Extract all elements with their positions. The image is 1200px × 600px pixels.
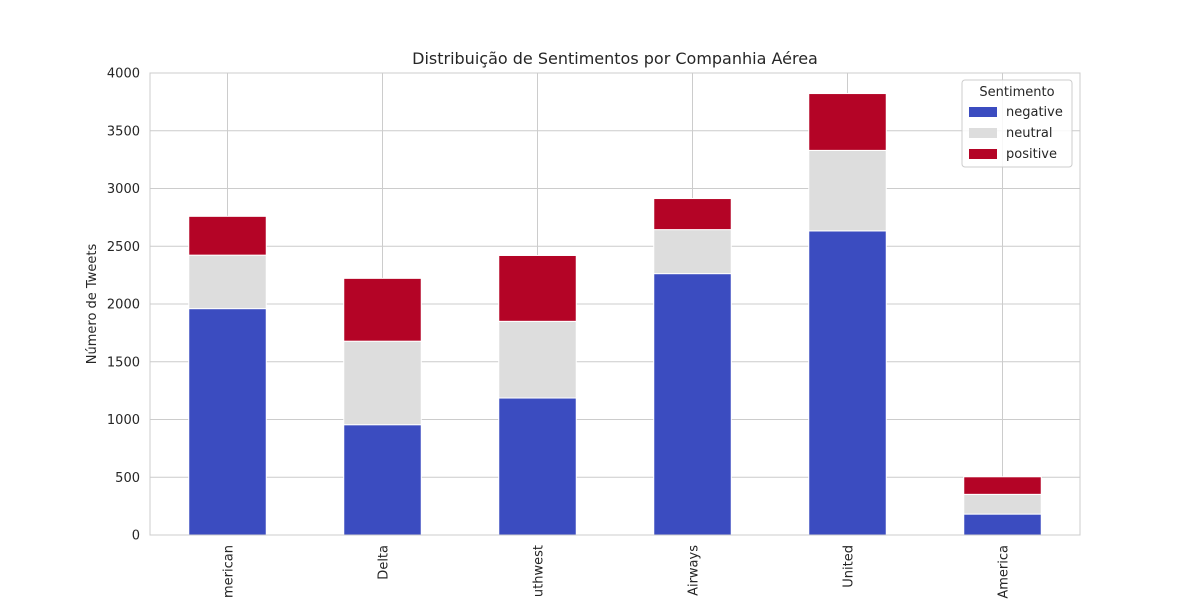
x-tick-label: United — [842, 545, 857, 588]
chart-title: Distribuição de Sentimentos por Companhi… — [412, 49, 818, 68]
plot-frame — [149, 72, 1081, 536]
legend-label-neutral: neutral — [1006, 126, 1053, 141]
legend-swatch-positive — [969, 149, 997, 159]
legend: Sentimento negative neutral positive — [961, 79, 1073, 168]
x-tick-label: America — [997, 545, 1012, 599]
x-ticks: merican Delta uthwest Airways United America — [222, 545, 1012, 599]
y-tick-label: 1500 — [107, 355, 140, 370]
bar-positive — [343, 277, 422, 342]
x-tick-label: Delta — [377, 545, 392, 580]
bar-neutral — [653, 229, 732, 275]
y-tick-label: 4000 — [107, 67, 140, 82]
bar-neutral — [808, 149, 887, 232]
bars — [188, 93, 1042, 536]
bar-neutral — [963, 493, 1042, 515]
y-axis-label: Número de Tweets — [85, 244, 100, 365]
bar-negative — [343, 424, 422, 536]
bar-negative — [188, 308, 267, 536]
y-tick-label: 0 — [132, 529, 140, 544]
y-tick-label: 1000 — [107, 413, 140, 428]
bar-positive — [963, 476, 1042, 495]
bar-positive — [653, 198, 732, 231]
bar-negative — [963, 513, 1042, 536]
bar-positive — [808, 93, 887, 151]
y-tick-label: 2500 — [107, 240, 140, 255]
bar-negative — [653, 273, 732, 536]
y-tick-label: 2000 — [107, 298, 140, 313]
bar-positive — [498, 254, 577, 322]
bar-negative — [498, 397, 577, 536]
bar-negative — [808, 230, 887, 536]
legend-swatch-neutral — [969, 128, 997, 138]
bar-neutral — [498, 320, 577, 399]
legend-label-positive: positive — [1006, 147, 1057, 162]
y-tick-label: 500 — [115, 471, 140, 486]
bar-neutral — [343, 340, 422, 426]
y-tick-label: 3500 — [107, 124, 140, 139]
x-tick-label: merican — [222, 545, 237, 598]
legend-box — [961, 79, 1073, 168]
bar-positive — [188, 215, 267, 256]
x-tick-label: uthwest — [532, 545, 547, 597]
x-tick-label: Airways — [687, 545, 702, 596]
y-ticks: 0 500 1000 1500 2000 2500 3000 3500 4000 — [107, 67, 140, 544]
y-tick-label: 3000 — [107, 182, 140, 197]
bar-neutral — [188, 254, 267, 310]
legend-swatch-negative — [969, 107, 997, 117]
legend-label-negative: negative — [1006, 105, 1063, 120]
legend-title: Sentimento — [979, 85, 1054, 100]
